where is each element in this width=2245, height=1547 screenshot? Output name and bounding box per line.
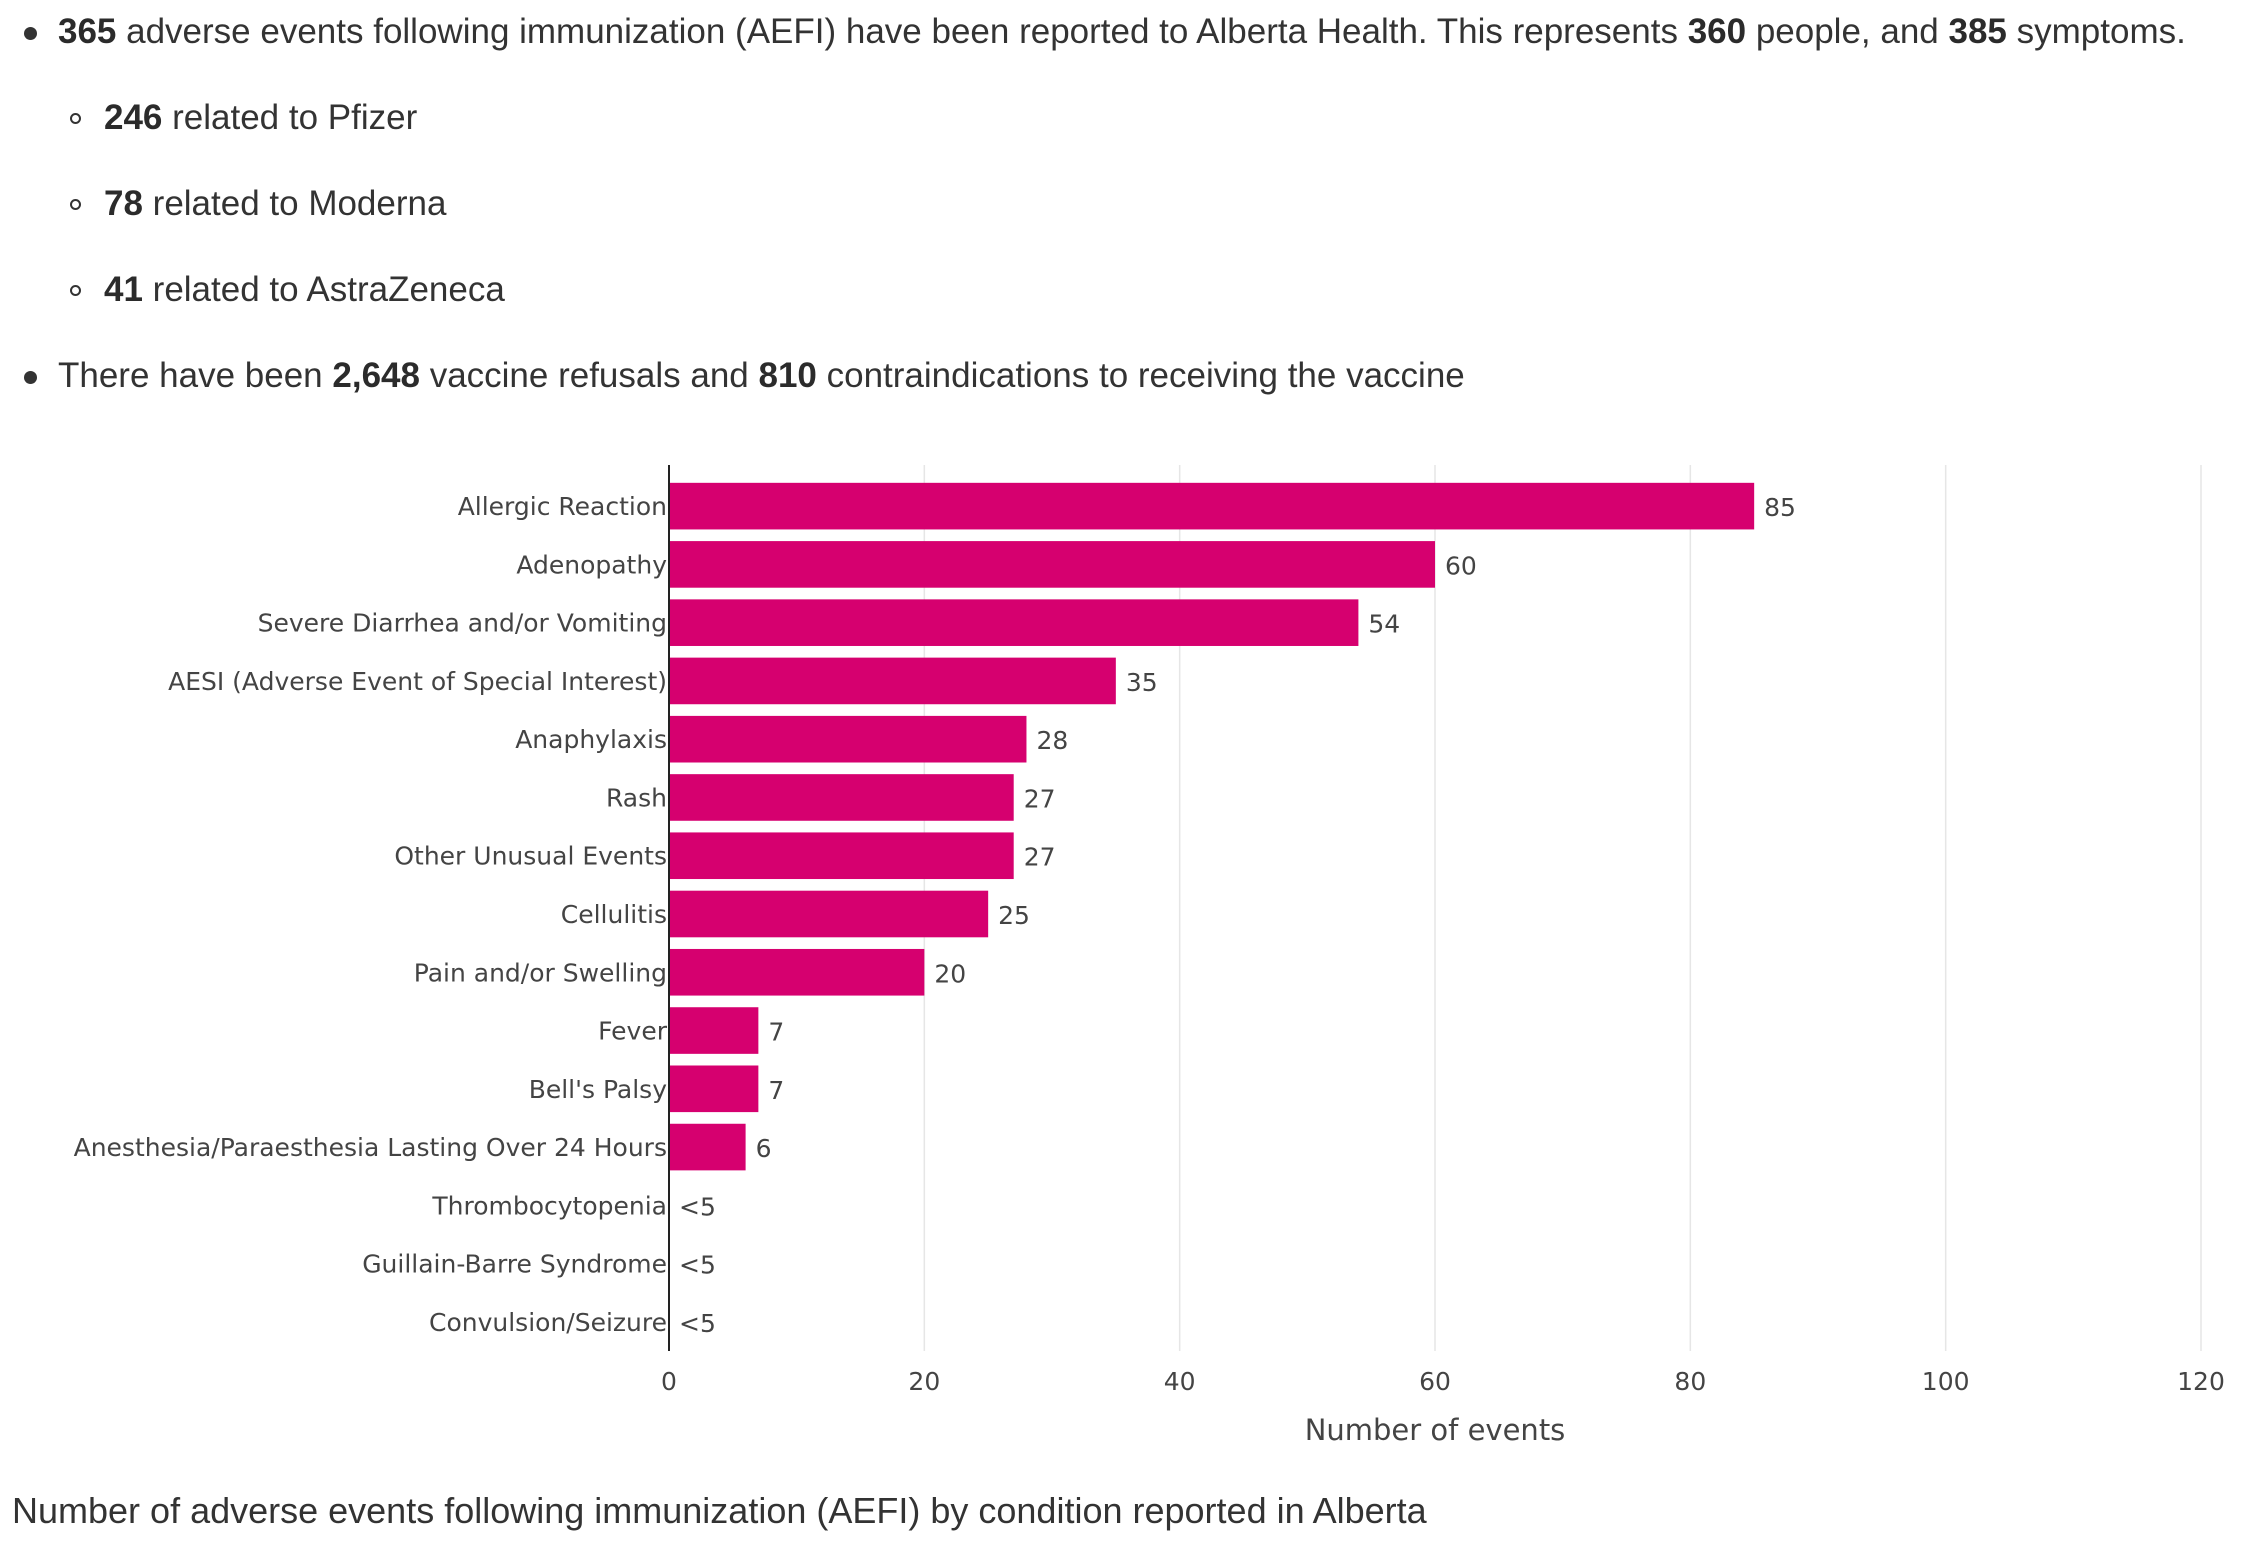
category-label: Anesthesia/Paraesthesia Lasting Over 24 … [74, 1133, 667, 1162]
data-label: 20 [934, 959, 966, 988]
data-label: 25 [998, 901, 1030, 930]
data-label: 6 [756, 1134, 772, 1163]
category-label: Rash [606, 783, 667, 812]
vaccine-pfizer-line: 246 related to Pfizer [104, 98, 418, 137]
data-label: 54 [1368, 610, 1400, 639]
x-tick-label: 80 [1674, 1367, 1706, 1396]
symptoms-count: 385 [1948, 12, 2007, 51]
x-tick-label: 40 [1164, 1367, 1196, 1396]
x-tick-label: 20 [908, 1367, 940, 1396]
category-labels: Allergic Reaction Adenopathy Severe Diarrh… [74, 492, 668, 1337]
people-count: 360 [1687, 12, 1747, 51]
data-label: 28 [1036, 726, 1068, 755]
x-tick-label: 60 [1419, 1367, 1451, 1396]
data-label: <5 [679, 1309, 716, 1338]
data-label: <5 [679, 1251, 716, 1280]
bar [669, 1123, 746, 1171]
vaccine-astrazeneca-line: 41 related to AstraZeneca [104, 270, 505, 309]
data-label: <5 [679, 1192, 716, 1221]
data-label: 35 [1126, 668, 1158, 697]
bar [669, 657, 1116, 705]
data-labels: 85 60 54 35 28 27 27 25 20 7 7 6 <5 <5 <5 [679, 493, 1796, 1338]
category-label: Anaphylaxis [515, 725, 667, 754]
category-label: Bell's Palsy [529, 1075, 668, 1104]
gridlines [923, 465, 2202, 1351]
aefi-summary-line: 365 adverse events following immunizatio… [58, 12, 2186, 51]
data-label: 7 [768, 1076, 784, 1105]
data-label: 7 [768, 1018, 784, 1047]
bar [669, 599, 1359, 646]
contraindications-count: 810 [758, 356, 817, 395]
bar [669, 948, 925, 996]
category-label: Other Unusual Events [394, 842, 667, 871]
chart-caption: Number of adverse events following immun… [12, 1490, 1427, 1531]
circle-bullet-icon [70, 285, 81, 296]
bar [669, 1065, 759, 1113]
bar [669, 1007, 759, 1054]
vaccine-moderna-line: 78 related to Moderna [104, 184, 447, 223]
x-tick-label: 0 [661, 1367, 677, 1396]
category-label: Guillain-Barre Syndrome [362, 1250, 667, 1279]
category-label: Thrombocytopenia [431, 1191, 667, 1220]
aefi-count: 365 [58, 12, 117, 51]
bar [669, 715, 1027, 763]
data-label: 85 [1764, 493, 1796, 522]
bullet-icon [24, 371, 37, 384]
data-label: 60 [1445, 551, 1477, 580]
data-label: 27 [1024, 784, 1056, 813]
circle-bullet-icon [70, 113, 81, 124]
bar [669, 541, 1435, 588]
bars [669, 482, 1755, 1171]
category-label: Fever [598, 1017, 668, 1046]
category-label: Severe Diarrhea and/or Vomiting [258, 609, 667, 638]
data-label: 27 [1024, 843, 1056, 872]
category-label: Adenopathy [516, 550, 667, 579]
aefi-bar-chart: Allergic Reaction Adenopathy Severe Diarrh… [74, 465, 2225, 1447]
refusals-line: There have been 2,648 vaccine refusals a… [58, 356, 1465, 395]
bar [669, 890, 989, 938]
x-tick-label: 100 [1922, 1367, 1970, 1396]
category-label: AESI (Adverse Event of Special Interest) [168, 667, 667, 696]
category-label: Allergic Reaction [458, 492, 667, 521]
x-tick-label: 120 [2177, 1367, 2225, 1396]
bar [669, 774, 1014, 821]
category-label: Cellulitis [561, 900, 667, 929]
bullet-icon [24, 27, 37, 40]
x-axis-title: Number of events [1305, 1413, 1566, 1447]
bar [669, 482, 1755, 530]
bar [669, 832, 1014, 880]
x-axis-ticks: 0 20 40 60 80 100 120 [661, 1367, 2225, 1396]
category-label: Pain and/or Swelling [414, 958, 667, 987]
category-label: Convulsion/Seizure [429, 1308, 667, 1337]
refusals-count: 2,648 [332, 356, 420, 395]
circle-bullet-icon [70, 199, 81, 210]
